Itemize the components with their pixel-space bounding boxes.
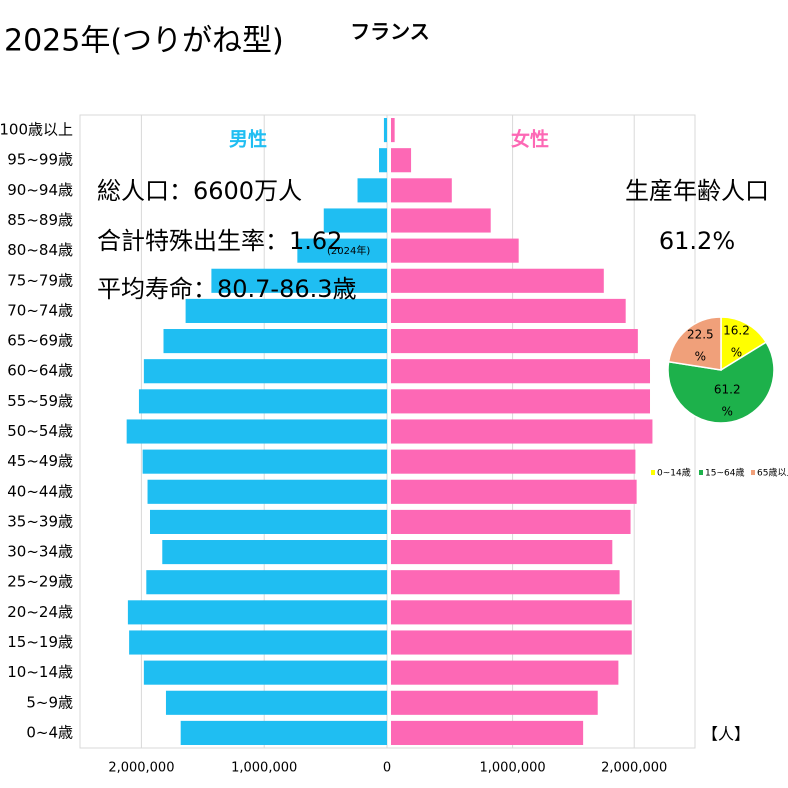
legend-marker (699, 470, 703, 475)
bar (211, 268, 387, 293)
bar (165, 690, 387, 715)
y-tick-label: 100歳以上 (0, 121, 73, 139)
bar (391, 660, 619, 685)
bar (143, 359, 387, 384)
y-tick-label: 45~49歳 (7, 452, 73, 470)
data-label: 16.2 (723, 324, 750, 338)
y-tick-label: 35~39歳 (7, 512, 73, 530)
pie-slice (720, 316, 768, 372)
y-tick-label: 30~34歳 (7, 543, 73, 561)
unit-label: 【人】 (702, 725, 750, 744)
annotation: 平均寿命：80.7-86.3歳 (97, 275, 357, 303)
bar (180, 720, 387, 745)
y-tick-label: 5~9歳 (26, 693, 73, 711)
y-tick-label: 20~24歳 (7, 603, 73, 621)
annotation: (2024年) (327, 244, 370, 257)
x-tick-label: 2,000,000 (108, 761, 174, 776)
pie-title: 生産年齢人口 (625, 177, 769, 205)
bar (391, 208, 491, 233)
bar (391, 298, 626, 323)
chart-subtitle: フランス (350, 20, 430, 44)
data-label-unit: % (695, 349, 706, 363)
data-label: 22.5 (687, 327, 714, 341)
bar (147, 479, 387, 504)
bar (357, 178, 387, 203)
bar (297, 238, 387, 263)
pie-slice (667, 316, 722, 371)
bar (391, 118, 395, 143)
chart-title: 2025年(つりがね型) (4, 24, 284, 59)
bar (391, 449, 636, 474)
bar (391, 509, 631, 534)
legend-marker (651, 470, 655, 475)
annotation: 総人口：6600万人 (97, 177, 302, 205)
bar (146, 570, 387, 595)
bar (163, 329, 387, 354)
data-label-unit: % (731, 346, 742, 360)
y-tick-label: 0~4歳 (26, 723, 73, 741)
bar (391, 720, 584, 745)
bar (391, 329, 638, 354)
bar (126, 419, 387, 444)
y-tick-label: 85~89歳 (7, 211, 73, 229)
bar (391, 148, 412, 173)
bar (379, 148, 387, 173)
x-tick-label: 1,000,000 (480, 761, 546, 776)
y-tick-label: 60~64歳 (7, 362, 73, 380)
pie-subtitle: 61.2% (659, 227, 735, 255)
bar (391, 570, 620, 595)
legend-label: 15~64歳 (705, 467, 744, 479)
y-tick-label: 40~44歳 (7, 482, 73, 500)
x-tick-label: 0 (383, 761, 391, 776)
x-tick-label: 1,000,000 (231, 761, 297, 776)
bar (391, 178, 452, 203)
legend-label: 男性 (229, 128, 267, 151)
bar (391, 268, 604, 293)
annotation: 合計特殊出生率：1.62 (97, 227, 342, 255)
y-tick-label: 65~69歳 (7, 332, 73, 350)
bar (391, 540, 613, 565)
bar (391, 630, 632, 655)
bar (391, 359, 651, 384)
legend-marker (751, 470, 755, 475)
bar (391, 690, 598, 715)
legend-label: 女性 (511, 128, 549, 151)
data-label: 61.2 (714, 383, 741, 397)
bar (143, 660, 387, 685)
bar (127, 600, 387, 625)
y-tick-label: 70~74歳 (7, 301, 73, 319)
legend-label: 65歳以上 (757, 467, 788, 479)
y-tick-label: 75~79歳 (7, 271, 73, 289)
bar (138, 389, 387, 414)
bar (149, 509, 387, 534)
bar (391, 238, 519, 263)
y-tick-label: 95~99歳 (7, 151, 73, 169)
bar (162, 540, 387, 565)
legend-label: 0~14歳 (657, 467, 691, 479)
bar (391, 389, 651, 414)
bar (391, 419, 653, 444)
bar (142, 449, 387, 474)
bar (391, 479, 637, 504)
bar (323, 208, 387, 233)
y-tick-label: 55~59歳 (7, 392, 73, 410)
pie-slice (667, 341, 775, 424)
y-tick-label: 10~14歳 (7, 663, 73, 681)
data-label-unit: % (722, 405, 733, 419)
bar (391, 600, 632, 625)
y-tick-label: 15~19歳 (7, 633, 73, 651)
bar (185, 298, 387, 323)
y-tick-label: 80~84歳 (7, 241, 73, 259)
y-tick-label: 90~94歳 (7, 181, 73, 199)
y-tick-label: 50~54歳 (7, 422, 73, 440)
bar (129, 630, 387, 655)
x-tick-label: 2,000,000 (601, 761, 667, 776)
bar (383, 118, 387, 143)
y-tick-label: 25~29歳 (7, 573, 73, 591)
